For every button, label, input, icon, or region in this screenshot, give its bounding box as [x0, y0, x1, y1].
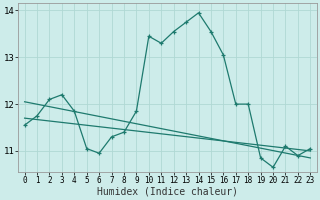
X-axis label: Humidex (Indice chaleur): Humidex (Indice chaleur): [97, 187, 238, 197]
